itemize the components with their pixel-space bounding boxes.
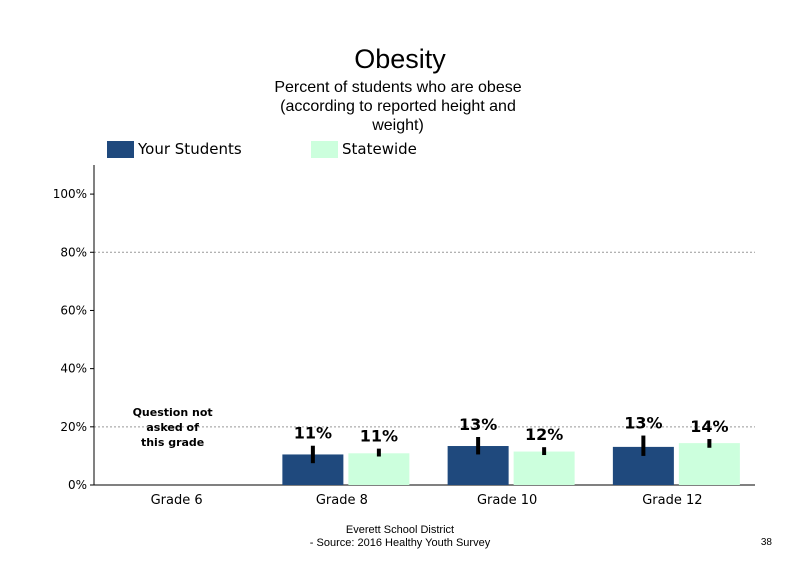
y-tick-label: 80%	[60, 245, 87, 259]
legend-swatch-statewide	[311, 140, 338, 158]
legend-label-statewide: Statewide	[342, 140, 417, 158]
data-label: 11%	[294, 424, 332, 443]
y-tick-label: 40%	[60, 362, 87, 376]
x-tick-label: Grade 8	[316, 493, 368, 508]
chart-title: Obesity	[354, 44, 446, 74]
legend-label-your-students: Your Students	[138, 140, 242, 158]
x-tick-label: Grade 12	[642, 493, 702, 508]
annotation-line: asked of	[146, 421, 199, 434]
annotation-line: Question not	[133, 406, 213, 419]
legend-statewide: Statewide	[311, 139, 417, 159]
annotation-line: this grade	[141, 436, 204, 449]
data-label: 13%	[459, 415, 497, 434]
data-label: 12%	[525, 425, 563, 444]
y-tick-label: 20%	[60, 420, 87, 434]
x-tick-label: Grade 10	[477, 493, 537, 508]
legend-swatch-your-students	[107, 140, 134, 158]
y-tick-label: 0%	[68, 478, 87, 492]
legend-your-students: Your Students	[107, 139, 242, 159]
data-label: 11%	[360, 427, 398, 446]
data-label: 14%	[690, 417, 728, 436]
data-label: 13%	[624, 414, 662, 433]
y-tick-label: 100%	[53, 187, 87, 201]
y-tick-label: 60%	[60, 303, 87, 317]
footer-district: Everett School District	[345, 524, 455, 536]
page-number: 38	[760, 537, 772, 548]
bar	[678, 443, 740, 485]
x-tick-label: Grade 6	[151, 493, 203, 508]
footer: Everett School District - Source: 2016 H…	[250, 524, 550, 550]
footer-source: - Source: 2016 Healthy Youth Survey	[309, 537, 491, 549]
bar	[348, 453, 410, 485]
chart-subtitle: Percent of students who are obese (accor…	[274, 79, 522, 134]
bar	[513, 451, 575, 485]
